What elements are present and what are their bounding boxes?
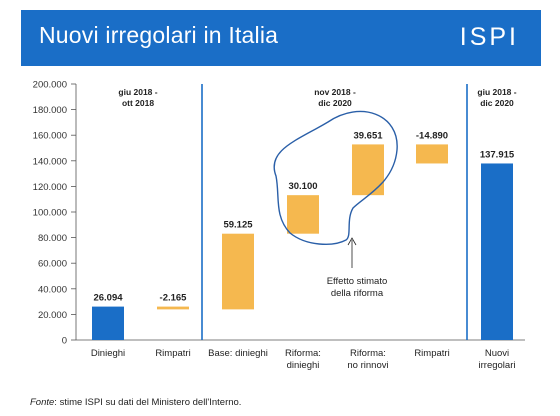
y-tick-label: 180.000 xyxy=(33,105,67,116)
y-tick-label: 120.000 xyxy=(33,182,67,193)
y-tick-label: 160.000 xyxy=(33,131,67,142)
bar xyxy=(222,233,254,310)
y-tick-label: 140.000 xyxy=(33,156,67,167)
x-category-label: Riforma: no rinnovi xyxy=(347,348,388,371)
bar-value-label: -2.165 xyxy=(160,293,188,304)
header-banner: Nuovi irregolari in Italia ISPI xyxy=(21,10,541,66)
annotation-arrowhead xyxy=(347,237,357,246)
x-category-label: Dinieghi xyxy=(91,348,125,359)
y-tick-label: 80.000 xyxy=(38,233,67,244)
x-category-label: Base: dinieghi xyxy=(208,348,268,359)
period-label: giu 2018 -dic 2020 xyxy=(477,87,516,108)
ispi-logo: ISPI xyxy=(459,23,519,51)
y-tick-label: 100.000 xyxy=(33,208,67,219)
bar xyxy=(352,144,384,196)
bar-value-label: 59.125 xyxy=(223,220,253,231)
x-category-label: Rimpatri xyxy=(414,348,449,359)
bar xyxy=(481,163,513,340)
y-tick-label: 60.000 xyxy=(38,259,67,270)
bar-value-label: 26.094 xyxy=(93,293,123,304)
y-tick-label: 40.000 xyxy=(38,284,67,295)
bar xyxy=(92,306,124,340)
period-label: giu 2018 -ott 2018 xyxy=(118,87,157,108)
bar xyxy=(157,306,189,310)
footnote-text: : stime ISPI su dati del Ministero dell'… xyxy=(54,397,242,408)
footnote-prefix: Fonte xyxy=(30,397,55,408)
annotation-label: Effetto stimato della riforma xyxy=(327,276,388,299)
x-category-label: Nuovi irregolari xyxy=(479,348,516,371)
y-tick-label: 20.000 xyxy=(38,310,67,321)
y-tick-label: 200.000 xyxy=(33,80,67,91)
bar xyxy=(287,195,319,234)
bar-value-label: 39.651 xyxy=(353,130,383,141)
chart-title: Nuovi irregolari in Italia xyxy=(39,22,279,48)
bar-value-label: -14.890 xyxy=(416,130,448,141)
x-category-label: Riforma: dinieghi xyxy=(285,348,321,371)
bar xyxy=(416,144,448,164)
y-tick-label: 0 xyxy=(62,336,67,347)
source-footnote: Fonte: stime ISPI su dati del Ministero … xyxy=(30,397,241,408)
bar-value-label: 30.100 xyxy=(288,181,317,192)
period-label: nov 2018 -dic 2020 xyxy=(314,87,356,108)
bar-value-label: 137.915 xyxy=(480,149,515,160)
reform-effect-outline xyxy=(273,110,398,245)
x-category-label: Rimpatri xyxy=(155,348,190,359)
